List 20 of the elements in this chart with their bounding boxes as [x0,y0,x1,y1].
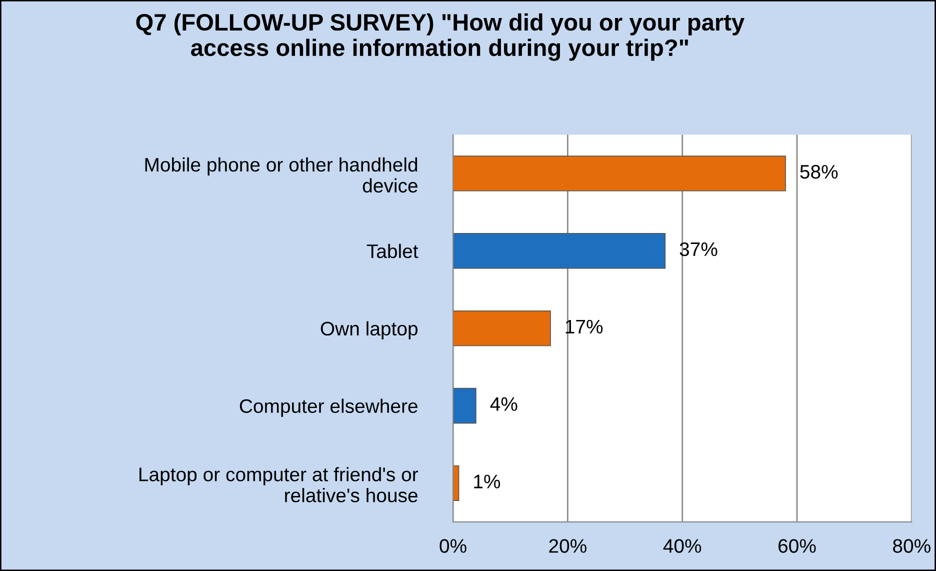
x-tick-label: 20% [549,539,586,553]
data-label: 58% [800,164,838,179]
x-tick-label: 40% [663,539,702,553]
y-tick-label: Laptop or computer at friend's or relative's house [140,467,418,502]
y-tick-label: Own laptop [320,321,418,340]
bar [453,310,551,346]
x-tick-label: 80% [893,539,930,553]
data-label: 17% [566,320,603,334]
y-tick-label: Mobile phone or other handheld device [145,157,418,193]
y-tick-label: Computer elsewhere [240,398,418,417]
y-tick-label: Tablet [366,244,418,258]
data-label: 1% [474,474,500,488]
bar [453,388,476,424]
bar [453,156,786,192]
x-tick-label: 60% [778,539,816,553]
bar [453,233,666,269]
x-tick-label: 0% [440,539,466,553]
chart-title: Q7 (FOLLOW-UP SURVEY) "How did you or your party access online information during your trip?" [136,13,744,61]
data-label: 4% [490,397,518,411]
data-label: 37% [680,242,718,256]
